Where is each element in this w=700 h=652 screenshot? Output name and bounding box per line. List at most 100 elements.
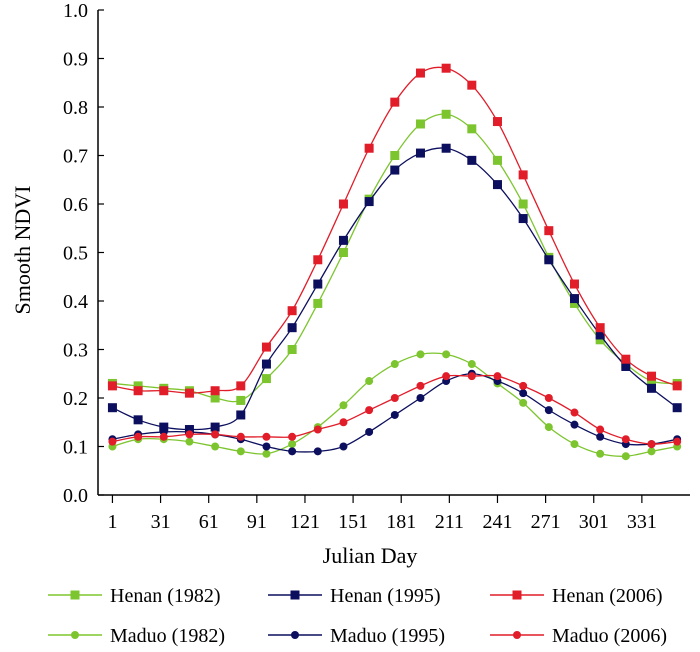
data-point — [390, 394, 399, 402]
x-tick-label: 1 — [107, 511, 117, 533]
data-point — [672, 381, 682, 391]
x-tick-label: 181 — [386, 511, 416, 533]
data-point — [133, 386, 143, 396]
axes — [97, 10, 690, 496]
data-point — [621, 361, 631, 371]
data-point — [365, 406, 374, 415]
x-axis-title: Julian Day — [323, 543, 418, 568]
data-point — [261, 359, 271, 369]
data-point — [339, 401, 348, 410]
data-point — [621, 354, 631, 364]
data-point — [262, 442, 271, 451]
data-point — [134, 432, 143, 441]
data-point — [364, 197, 374, 207]
data-point — [415, 68, 425, 78]
legend-item: Maduo (2006) — [490, 625, 667, 647]
data-point — [442, 350, 451, 359]
data-point — [518, 214, 528, 224]
data-point — [492, 155, 502, 165]
data-point — [339, 418, 348, 427]
data-point — [390, 151, 400, 160]
series-maduo-1982 — [108, 350, 682, 461]
data-point — [339, 442, 348, 451]
data-point — [287, 323, 297, 333]
data-point — [261, 342, 271, 352]
data-point — [261, 374, 271, 384]
data-point — [338, 235, 348, 245]
x-tick-label: 211 — [435, 511, 464, 533]
data-point — [493, 372, 502, 381]
data-point — [544, 394, 553, 402]
data-point — [133, 415, 143, 425]
data-point — [595, 335, 605, 345]
x-tick-label: 331 — [627, 511, 657, 533]
y-tick-label: 0.7 — [63, 146, 88, 168]
legend-marker — [291, 631, 299, 639]
legend-item: Maduo (1982) — [48, 625, 225, 647]
data-point — [288, 447, 297, 456]
legend-item: Henan (1995) — [268, 585, 441, 607]
legend-marker — [512, 590, 522, 600]
data-point — [159, 432, 168, 441]
data-point — [365, 427, 374, 436]
data-point — [467, 372, 476, 381]
data-point — [184, 388, 194, 398]
legend-marker — [70, 590, 80, 600]
data-point — [518, 199, 528, 209]
legend-label: Maduo (2006) — [552, 625, 667, 647]
data-point — [313, 447, 322, 456]
data-point — [262, 432, 271, 441]
data-point — [313, 425, 322, 434]
data-point — [236, 432, 245, 441]
legend-item: Henan (2006) — [490, 585, 663, 607]
data-point — [390, 97, 400, 107]
series-line — [112, 147, 678, 431]
y-tick-label: 0.2 — [63, 388, 88, 410]
data-point — [621, 435, 630, 444]
data-point — [364, 143, 374, 153]
data-point — [313, 255, 323, 265]
y-tick-label: 0.6 — [63, 194, 88, 216]
x-tick-label: 121 — [290, 511, 320, 533]
y-tick-label: 0.1 — [63, 437, 88, 459]
x-tick-label: 151 — [338, 511, 368, 533]
data-point — [442, 372, 451, 381]
data-point — [416, 394, 425, 402]
data-point — [441, 63, 451, 73]
data-point — [313, 279, 323, 289]
data-point — [596, 425, 605, 434]
data-point — [518, 170, 528, 180]
data-point — [441, 109, 451, 119]
data-point — [390, 360, 399, 369]
x-tick-label: 241 — [482, 511, 512, 533]
data-point — [646, 383, 656, 393]
y-tick-label: 0.0 — [63, 485, 88, 507]
data-point — [544, 423, 553, 432]
data-point — [108, 437, 117, 446]
legend-marker — [71, 631, 79, 639]
x-tick-label: 61 — [199, 511, 219, 533]
data-point — [210, 393, 220, 403]
data-point — [107, 381, 117, 391]
data-point — [467, 124, 477, 134]
data-point — [211, 442, 220, 451]
data-point — [621, 452, 630, 461]
legend: Henan (1982) Henan (1995) Henan (2006) Madu… — [48, 585, 667, 647]
data-point — [365, 377, 374, 386]
x-tick-label: 91 — [247, 511, 267, 533]
data-point — [467, 360, 476, 369]
data-point — [519, 381, 528, 390]
data-point — [236, 410, 246, 420]
data-point — [569, 298, 579, 308]
data-point — [416, 381, 425, 390]
y-ticks: 0.0 0.1 0.2 0.3 0.4 0.5 0.6 0.7 0.8 0.9 1.0 — [63, 0, 104, 507]
data-point — [288, 440, 297, 449]
legend-item: Maduo (1995) — [268, 625, 445, 647]
data-point — [390, 410, 399, 419]
data-point — [107, 403, 117, 413]
data-point — [647, 447, 656, 456]
data-point — [492, 180, 502, 190]
data-point — [569, 279, 579, 289]
data-point — [415, 119, 425, 129]
